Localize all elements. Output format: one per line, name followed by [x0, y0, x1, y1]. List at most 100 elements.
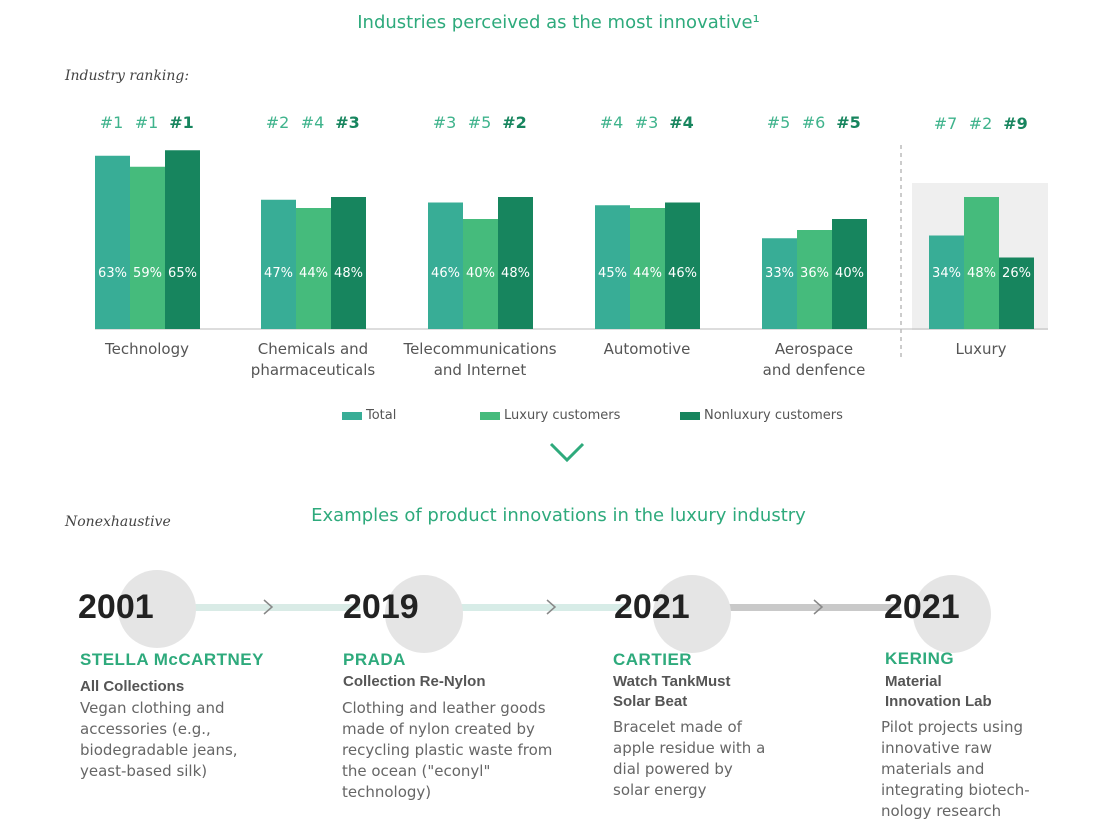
bar	[498, 197, 533, 329]
bar	[331, 197, 366, 329]
bar	[929, 235, 964, 329]
data-label: 65%	[168, 266, 197, 281]
rank-label: #6	[802, 113, 826, 132]
timeline-segment-1	[180, 604, 360, 611]
bar	[261, 199, 296, 329]
data-label: 40%	[466, 266, 495, 281]
product-description: Clothing and leather goods made of nylon…	[342, 699, 553, 801]
chart-title: Industries perceived as the most innovat…	[357, 12, 760, 33]
product-name: Material Innovation Lab	[885, 673, 992, 710]
category-label: Luxury	[955, 340, 1006, 358]
legend-swatch-luxury	[480, 411, 500, 420]
legend-label-total: Total	[366, 408, 397, 423]
data-label: 59%	[133, 266, 162, 281]
bar	[595, 205, 630, 329]
legend-label-luxury: Luxury customers	[504, 408, 621, 423]
timeline	[180, 599, 900, 615]
rank-label: #5	[767, 113, 791, 132]
rank-label: #4	[669, 113, 694, 132]
rank-label: #5	[468, 113, 492, 132]
category-label: Technology	[104, 340, 189, 358]
data-label: 48%	[334, 266, 363, 281]
product-name: Collection Re-Nylon	[343, 673, 486, 690]
bar	[964, 197, 999, 329]
legend-label-nonluxury: Nonluxury customers	[704, 408, 843, 423]
product-name: All Collections	[80, 678, 185, 695]
data-label: 45%	[598, 266, 627, 281]
rank-label: #1	[100, 113, 124, 132]
rank-label: #5	[836, 113, 861, 132]
bar	[832, 219, 867, 329]
bar	[296, 208, 331, 329]
category-label: and Internet	[434, 361, 527, 379]
rank-label: #4	[600, 113, 624, 132]
rank-label: #3	[635, 113, 659, 132]
year-circle	[385, 575, 463, 653]
year-circle	[653, 575, 731, 653]
rank-label: #3	[433, 113, 457, 132]
product-description: Pilot projects using innovative raw mate…	[881, 718, 1030, 820]
innovations-title: Examples of product innovations in the l…	[311, 505, 806, 526]
brand-name: CARTIER	[613, 650, 693, 669]
category-label: and denfence	[763, 361, 866, 379]
data-label: 33%	[765, 266, 794, 281]
nonexhaustive-note: Nonexhaustive	[65, 514, 171, 530]
data-label: 34%	[932, 266, 961, 281]
brand-name: PRADA	[343, 650, 406, 669]
rank-label: #3	[335, 113, 360, 132]
bar	[797, 230, 832, 329]
data-label: 63%	[98, 266, 127, 281]
year-circle	[118, 570, 196, 648]
timeline-segment-2	[450, 604, 630, 611]
year-label: 2001	[78, 588, 154, 626]
brand-name: STELLA McCARTNEY	[80, 650, 264, 669]
rank-label: #7	[934, 114, 958, 133]
year-circle	[913, 575, 991, 653]
data-label: 44%	[633, 266, 662, 281]
data-label: 48%	[967, 266, 996, 281]
data-label: 36%	[800, 266, 829, 281]
category-label: Automotive	[604, 340, 691, 358]
rank-label: #4	[301, 113, 325, 132]
year-label: 2021	[614, 588, 690, 626]
legend-swatch-nonluxury	[680, 411, 700, 420]
data-label: 44%	[299, 266, 328, 281]
rank-label: #1	[169, 113, 194, 132]
rank-label: #2	[266, 113, 290, 132]
arrow-right-icon	[813, 599, 824, 615]
bar	[165, 150, 200, 329]
data-label: 40%	[835, 266, 864, 281]
rank-label: #1	[135, 113, 159, 132]
product-description: Vegan clothing and accessories (e.g., bi…	[80, 699, 238, 780]
data-label: 47%	[264, 266, 293, 281]
legend-luxury: Luxury customers	[480, 408, 620, 423]
year-label: 2021	[884, 588, 960, 626]
data-label: 26%	[1002, 266, 1031, 281]
data-label: 46%	[431, 266, 460, 281]
bar	[130, 166, 165, 329]
timeline-segment-3	[720, 604, 900, 611]
bar	[428, 202, 463, 329]
legend-nonluxury: Nonluxury customers	[680, 408, 843, 423]
bar	[665, 202, 700, 329]
brand-name: KERING	[885, 649, 955, 668]
rank-label: #2	[969, 114, 993, 133]
legend-swatch-total	[342, 411, 362, 420]
bar-chart: 63% #1 59% #1 65% #1 Technology 47% #2 44% #4 48% #3…	[95, 113, 1048, 379]
category-label: Aerospace	[775, 340, 853, 358]
data-label: 46%	[668, 266, 697, 281]
product-description: Bracelet made of apple residue with a di…	[613, 718, 766, 799]
category-label: Telecommunications	[402, 340, 556, 358]
category-label: Chemicals and	[258, 340, 368, 358]
chevron-down-icon	[549, 442, 585, 463]
category-label: pharmaceuticals	[251, 361, 376, 379]
data-label: 48%	[501, 266, 530, 281]
bar	[630, 208, 665, 329]
bar	[463, 219, 498, 329]
legend-total: Total	[342, 408, 396, 423]
rank-label: #9	[1003, 114, 1028, 133]
ranking-note: Industry ranking:	[65, 68, 190, 84]
arrow-right-icon	[263, 599, 274, 615]
product-name: Watch TankMust Solar Beat	[613, 673, 731, 710]
rank-label: #2	[502, 113, 527, 132]
